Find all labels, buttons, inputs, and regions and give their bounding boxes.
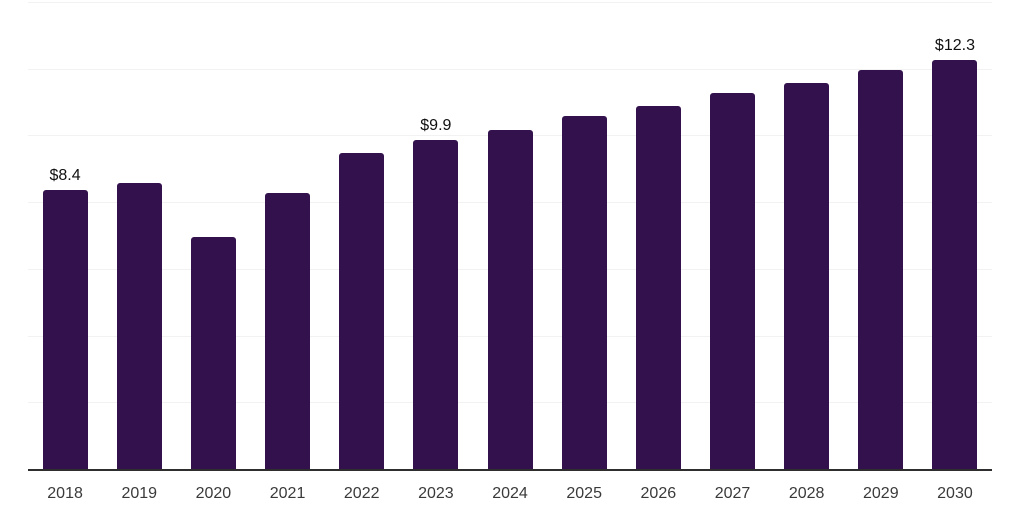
bar-2022 [339, 153, 385, 470]
x-tick-label-2019: 2019 [121, 485, 158, 502]
x-tick-label-2021: 2021 [269, 485, 306, 502]
bar-slot-2030: $12.3 [918, 37, 992, 470]
bar-slot-2029 [844, 69, 918, 470]
bar-slot-2019 [102, 183, 176, 470]
data-label-2018: $8.4 [49, 166, 81, 184]
x-tick-label-2018: 2018 [47, 485, 83, 502]
bar-2018 [42, 189, 88, 470]
x-axis-line [28, 469, 992, 471]
bar-2028 [784, 83, 830, 470]
bar-slot-2027 [695, 93, 769, 470]
bar-2023 [413, 139, 459, 470]
bar-2026 [635, 106, 681, 470]
bar-2021 [265, 193, 311, 470]
bar-slot-2028 [770, 83, 844, 470]
x-tick-label-2022: 2022 [343, 485, 380, 502]
x-tick-label-2029: 2029 [863, 485, 899, 502]
x-tick-label-2020: 2020 [195, 485, 232, 502]
gridline-14 [28, 2, 992, 3]
bar-2025 [561, 116, 607, 470]
x-tick-label-2030: 2030 [937, 485, 973, 502]
bar-2030 [932, 59, 978, 470]
bar-slot-2024 [473, 129, 547, 470]
bar-slot-2020 [176, 236, 250, 470]
plot-area: $8.4 $9.9 $12.3 [28, 2, 992, 471]
bar-slot-2023: $9.9 [399, 117, 473, 470]
x-tick-label-2024: 2024 [492, 485, 528, 502]
x-axis-labels: 2018 2019 2020 2021 2022 2023 2024 2025 2026 2027… [28, 485, 992, 502]
bar-2027 [709, 93, 755, 470]
bar-slot-2021 [250, 193, 324, 470]
bar-slot-2022 [325, 153, 399, 470]
bar-slot-2018: $8.4 [28, 167, 102, 470]
bar-2024 [487, 129, 533, 470]
bars: $8.4 $9.9 $12.3 [28, 3, 992, 470]
x-tick-label-2027: 2027 [714, 485, 751, 502]
data-label-2030: $12.3 [934, 36, 975, 54]
bar-2020 [190, 236, 236, 470]
x-tick-label-2028: 2028 [788, 485, 825, 502]
bar-slot-2025 [547, 116, 621, 470]
bar-2029 [858, 69, 904, 470]
x-tick-label-2026: 2026 [640, 485, 677, 502]
bar-slot-2026 [621, 106, 695, 470]
bar-2019 [116, 183, 162, 470]
gridline-12 [28, 68, 992, 70]
x-tick-label-2023: 2023 [418, 485, 454, 502]
data-label-2023: $9.9 [420, 116, 452, 134]
x-tick-label-2025: 2025 [566, 485, 602, 502]
